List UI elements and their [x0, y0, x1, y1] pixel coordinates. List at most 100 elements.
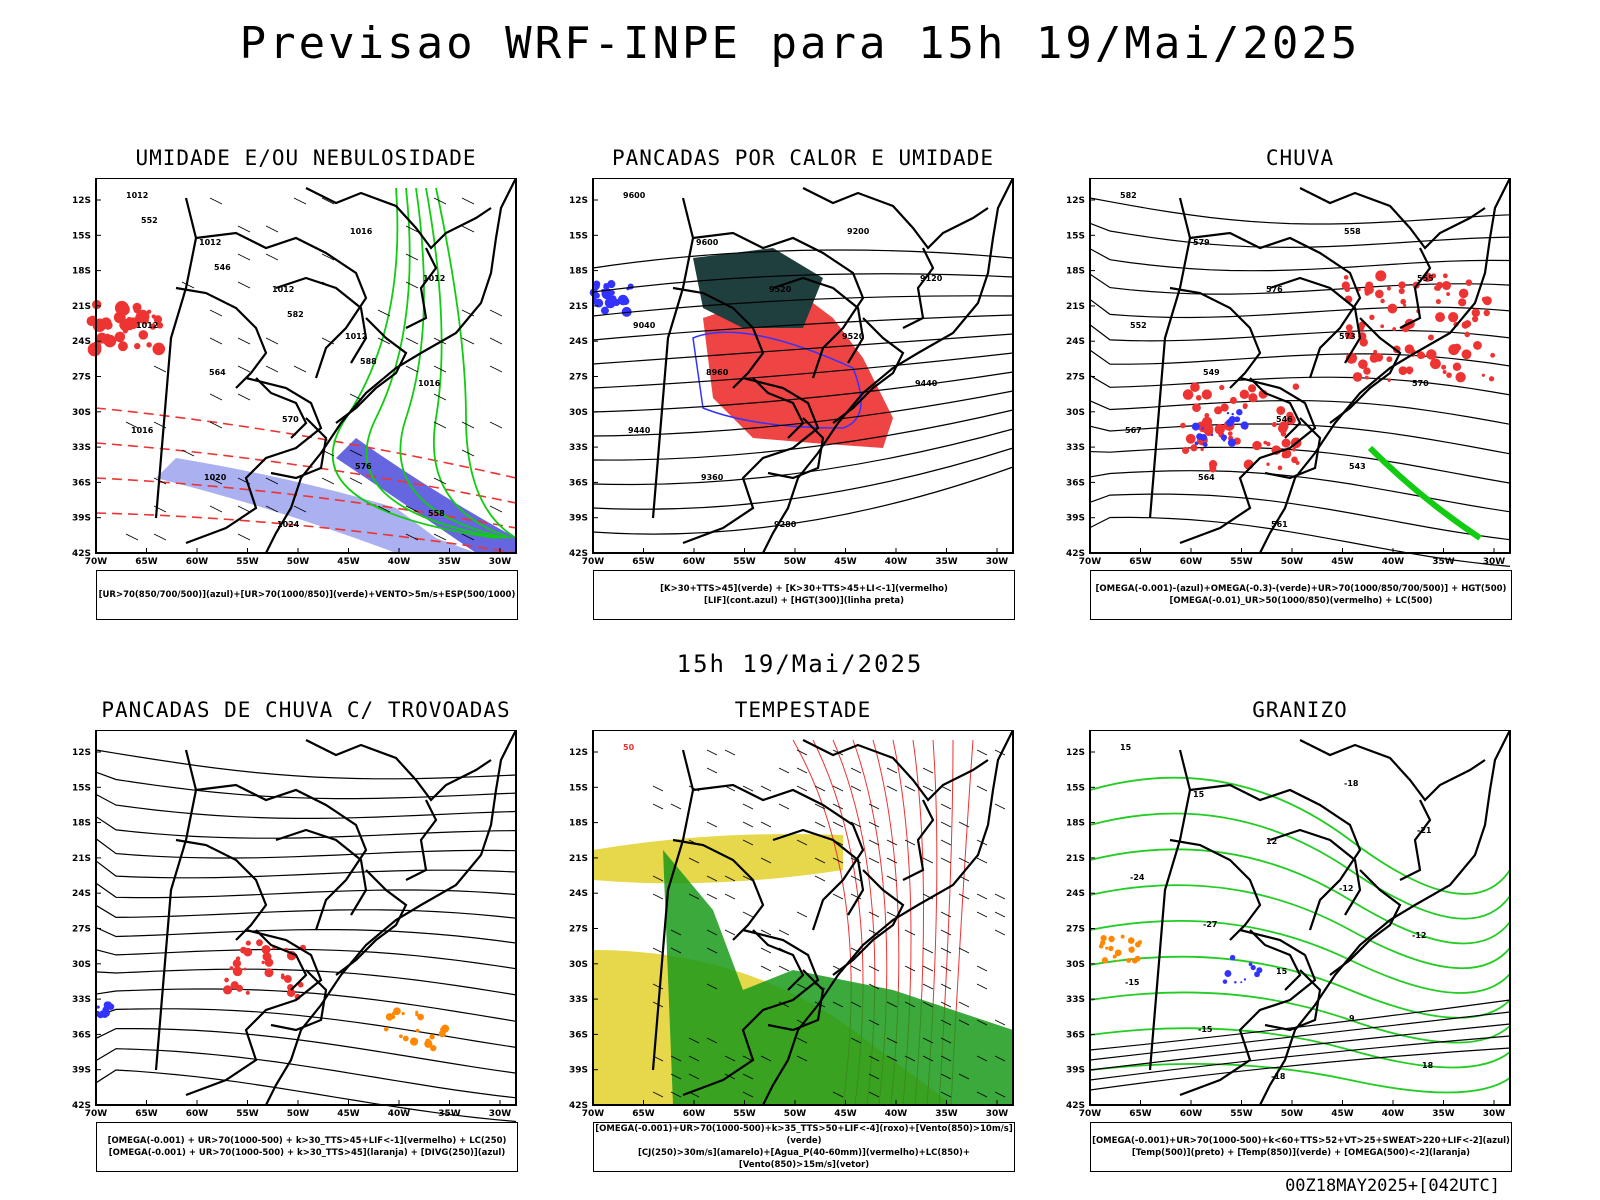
map-plot: 1012 1012 1012 1012 1016 1016 1020 1024 1016 1012…: [72, 178, 517, 567]
contour-label: 573: [1339, 332, 1356, 341]
lat-tick-label: 15S: [569, 231, 588, 241]
lat-tick-label: 12S: [569, 196, 588, 206]
lon-tick-label: 45W: [834, 557, 857, 567]
contour-label: 1012: [272, 285, 294, 294]
lon-tick-label: 45W: [1331, 1109, 1354, 1119]
contour-label: 1016: [131, 426, 154, 435]
streamline: [1089, 197, 1511, 225]
contour-label: 1012: [126, 191, 148, 200]
contour-label: -15: [1125, 978, 1140, 987]
contour-label: 1020: [204, 473, 227, 482]
contour-label: 9280: [774, 520, 797, 529]
lat-tick-label: 12S: [569, 748, 588, 758]
panel-legend: [OMEGA(-0.001)-(azul)+OMEGA(-0.3)-(verde…: [1090, 570, 1512, 620]
lat-tick-label: 18S: [72, 819, 91, 829]
contour-label: 1024: [277, 520, 300, 529]
legend-line: [OMEGA(-0.001)-(azul)+OMEGA(-0.3)-(verde…: [1095, 584, 1507, 594]
lon-tick-label: 50W: [784, 557, 807, 567]
panel-title: PANCADAS DE CHUVA C/ TROVOADAS: [101, 698, 511, 722]
lat-tick-label: 24S: [569, 889, 588, 899]
panel-legend: [UR>70(850/700/500)](azul)+[UR>70(1000/8…: [96, 570, 518, 620]
contour-label: 1016: [418, 379, 441, 388]
streamline: [1089, 516, 1511, 567]
lat-tick-label: 27S: [569, 373, 588, 383]
legend-line: [OMEGA(-0.001) + UR>70(1000-500) + k>30_…: [108, 1148, 506, 1158]
streamline: [95, 1028, 517, 1074]
legend-line: [CJ(250)>30m/s](amarelo)+[Agua_P(40-60mm…: [637, 1148, 971, 1170]
lon-tick-label: 35W: [1432, 1109, 1455, 1119]
streamline: [1089, 222, 1511, 249]
contour-label: -24: [1130, 873, 1145, 882]
panel-legend: [OMEGA(-0.001)+UR>70(1000-500)+k>35_TTS>…: [593, 1122, 1015, 1172]
lat-tick-label: 27S: [1066, 925, 1085, 935]
streamline: [95, 1048, 517, 1099]
lon-tick-label: 65W: [135, 1109, 158, 1119]
contour-label: 9600: [623, 191, 646, 200]
lat-tick-label: 12S: [1066, 748, 1085, 758]
contour-label: -18: [1344, 779, 1359, 788]
lat-tick-label: 33S: [72, 995, 91, 1005]
lon-tick-label: 30W: [986, 557, 1009, 567]
streamline: [95, 749, 517, 780]
lon-tick-label: 50W: [1281, 1109, 1304, 1119]
streamline: [95, 771, 517, 800]
lon-tick-label: 65W: [1129, 557, 1152, 567]
contour-label: 576: [1266, 285, 1283, 294]
lat-tick-label: 36S: [72, 1030, 91, 1040]
lat-tick-label: 33S: [1066, 995, 1085, 1005]
run-info-footer: 00Z18MAY2025+[042UTC]: [1285, 1176, 1500, 1196]
lon-tick-label: 65W: [632, 557, 655, 567]
contour-label: 561: [1271, 520, 1288, 529]
panel-legend: [K>30+TTS>45](verde) + [K>30+TTS>45+LI<-…: [593, 570, 1015, 620]
lon-tick-label: 70W: [1079, 557, 1102, 567]
lon-tick-label: 45W: [337, 1109, 360, 1119]
lat-tick-label: 30S: [569, 960, 588, 970]
contour-label: 567: [1125, 426, 1142, 435]
map-panel-3: CHUVA 582 579 576 573 570 567 564 561 558 555 552 54…: [1050, 146, 1550, 648]
streamline: [1089, 324, 1511, 342]
lat-tick-label: 21S: [72, 854, 91, 864]
lon-tick-label: 30W: [489, 557, 512, 567]
lat-tick-label: 27S: [569, 925, 588, 935]
lat-tick-label: 18S: [569, 267, 588, 277]
lat-tick-label: 18S: [569, 819, 588, 829]
panel-legend: [OMEGA(-0.001) + UR>70(1000-500) + k>30_…: [96, 1122, 518, 1172]
contour-label: 570: [1412, 379, 1429, 388]
lat-tick-label: 24S: [1066, 889, 1085, 899]
lat-tick-label: 36S: [1066, 1030, 1085, 1040]
contour-label: -21: [1417, 826, 1432, 835]
lon-tick-label: 55W: [236, 557, 259, 567]
streamline: [1089, 470, 1511, 513]
lat-tick-label: 12S: [1066, 196, 1085, 206]
lat-tick-label: 30S: [72, 408, 91, 418]
map-panel-6: GRANIZO 15 15 12 -12 -12 -15 -15 -18 -18 -21 -24 -27…: [1050, 698, 1550, 1200]
contour-label: 570: [282, 415, 299, 424]
lat-tick-label: 15S: [569, 783, 588, 793]
contour-label: 9440: [628, 426, 651, 435]
lon-tick-label: 65W: [632, 1109, 655, 1119]
contour-label: -15: [1198, 1025, 1213, 1034]
lon-tick-label: 55W: [236, 1109, 259, 1119]
contour-label: 549: [1203, 368, 1220, 377]
lat-tick-label: 27S: [72, 925, 91, 935]
lon-tick-label: 70W: [85, 1109, 108, 1119]
lon-tick-label: 65W: [1129, 1109, 1152, 1119]
contour-label: 9440: [915, 379, 938, 388]
lon-tick-label: 55W: [1230, 1109, 1253, 1119]
lat-tick-label: 42S: [72, 1101, 91, 1111]
contour-label: 582: [287, 310, 304, 319]
lat-tick-label: 36S: [569, 478, 588, 488]
lon-tick-label: 55W: [733, 1109, 756, 1119]
streamline: [95, 816, 517, 839]
lat-tick-label: 33S: [1066, 443, 1085, 453]
contour-label: 546: [214, 263, 231, 272]
lon-tick-label: 70W: [1079, 1109, 1102, 1119]
panel-title: GRANIZO: [1252, 698, 1348, 722]
legend-line: [LIF](cont.azul) + [HGT(300)](linha pret…: [703, 596, 905, 606]
contour-label: -12: [1339, 884, 1353, 893]
contour-label: 558: [428, 509, 445, 518]
lat-tick-label: 24S: [1066, 337, 1085, 347]
lat-tick-label: 21S: [1066, 302, 1085, 312]
lon-tick-label: 50W: [287, 557, 310, 567]
